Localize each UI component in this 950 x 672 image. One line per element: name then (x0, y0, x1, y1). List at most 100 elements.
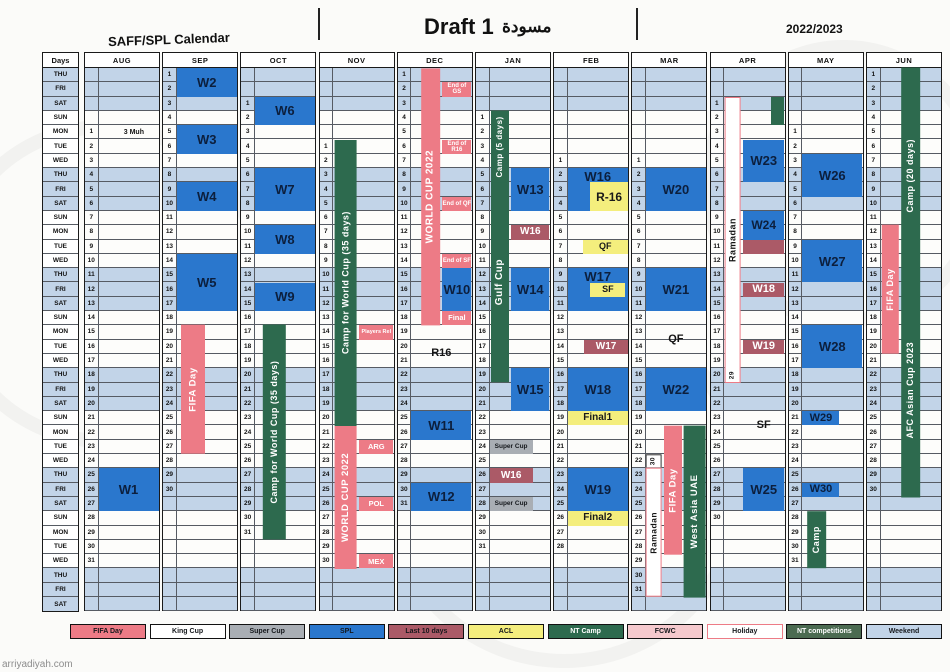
days-grid: THU FRI SAT SUN MON TUE WED THU FRI SAT SUN MON TUE W… (42, 68, 79, 613)
day-number: 19 (554, 411, 568, 425)
weekday-cell: SAT (43, 596, 78, 612)
day-row (163, 539, 238, 555)
day-event-cell (99, 139, 160, 152)
event-block: Final (442, 311, 472, 326)
day-row (397, 511, 472, 526)
day-row: 29 (85, 525, 159, 540)
weekday-cell: THU (43, 68, 78, 83)
day-row: 11 (163, 210, 238, 226)
day-row (476, 568, 550, 583)
day-event-cell (568, 154, 629, 167)
event-block: W6 (254, 96, 315, 126)
month-grid: 1 2 3 4 5 6 7 8 9 10 11 12 13 14 15 16 17 18 19 20 21 22 23 24 2… (866, 68, 942, 612)
day-number: 23 (711, 411, 725, 425)
day-number: 22 (85, 425, 99, 439)
event-block: POL (359, 497, 394, 512)
day-row: 28 (397, 454, 472, 469)
day-row: 5 (241, 153, 316, 169)
weekday-cell: MON (43, 526, 78, 540)
day-row: 1 (319, 139, 394, 154)
day-event-cell (802, 68, 863, 81)
day-row: 23 (476, 425, 550, 440)
event-strip: FIFA Day (663, 425, 682, 555)
month-grid: 1 2 3 4 5 6 7 8 9 10 11 12 13 14 15 16 17 18 19 20 21 22 23 24 2… (553, 68, 630, 612)
day-number: 5 (320, 196, 334, 210)
day-number: 4 (789, 168, 803, 182)
day-number: 7 (241, 182, 255, 196)
day-event-cell (881, 554, 942, 567)
month-grid: 1 2 3 4 5 6 7 8 9 10 11 12 13 14 15 16 17 18 19 20 21 22 23 24 2… (709, 68, 786, 612)
day-event-cell (568, 526, 629, 539)
day-row: 8 (476, 210, 550, 226)
event-strip: AFC Asian Cup 2023 (900, 282, 921, 497)
day-number: 5 (632, 210, 646, 225)
day-number: 11 (241, 239, 255, 253)
day-number: 18 (241, 339, 255, 353)
day-event-cell (177, 511, 238, 524)
day-event-cell (568, 254, 629, 267)
day-number: 10 (320, 268, 334, 282)
day-event-cell (724, 454, 785, 467)
day-row (397, 539, 472, 555)
day-row (554, 596, 629, 612)
day-row: 4 (476, 153, 550, 169)
day-number (163, 554, 177, 568)
day-row: 12 (85, 282, 159, 297)
day-number (789, 82, 803, 96)
day-row: 15 (85, 325, 159, 340)
day-row (241, 582, 316, 597)
day-event-cell (255, 583, 316, 596)
day-number: 24 (789, 454, 803, 468)
event-block: W26 (802, 153, 863, 197)
day-number: 27 (398, 439, 412, 454)
day-number: 10 (163, 196, 177, 210)
day-event-cell (99, 383, 160, 396)
event-block: W1 (98, 468, 159, 512)
event-block: W13 (511, 168, 550, 211)
day-row: 11 (319, 282, 394, 297)
month-grid: 1 2 3 4 5 6 7 8 9 10 11 12 13 14 15 16 17 18 19 20 21 22 23 24 2… (240, 68, 317, 612)
day-row: 8 (554, 253, 629, 269)
day-number: 28 (554, 539, 568, 554)
event-block: W11 (411, 411, 472, 440)
day-number: 5 (867, 125, 881, 139)
day-event-cell (99, 254, 160, 267)
day-event-cell (568, 97, 629, 110)
day-event-cell (333, 568, 394, 581)
day-number: 28 (476, 496, 490, 511)
weekday-cell: THU (43, 268, 78, 283)
day-number: 10 (554, 282, 568, 296)
day-number (554, 554, 568, 568)
day-event-cell (568, 540, 629, 553)
day-event-cell (411, 325, 472, 338)
day-row: 7 (710, 182, 785, 197)
day-number: 27 (85, 496, 99, 511)
day-row (163, 496, 238, 512)
day-number (867, 554, 881, 568)
day-number: 27 (241, 468, 255, 482)
day-event-cell (99, 297, 160, 310)
day-number: 25 (554, 496, 568, 511)
day-number: 25 (476, 454, 490, 468)
day-number: 18 (632, 396, 646, 411)
day-row (867, 582, 941, 597)
day-row: 9 (85, 239, 159, 254)
month-header: JAN (475, 52, 551, 68)
day-number: 6 (398, 139, 412, 153)
day-event-cell (177, 225, 238, 238)
day-number: 12 (241, 253, 255, 268)
day-number (867, 525, 881, 539)
day-event-cell (646, 211, 707, 224)
day-number: 30 (789, 539, 803, 554)
day-row: 17 (85, 353, 159, 369)
day-row: 6 (319, 210, 394, 226)
day-event-cell (568, 125, 629, 138)
event-strip: Camp (20 days) (900, 68, 921, 283)
day-row: 1 (476, 110, 550, 126)
days-header: Days (42, 52, 79, 68)
day-number: 5 (554, 210, 568, 225)
day-number (398, 596, 412, 611)
day-event-cell (490, 511, 551, 524)
day-row: 3 (710, 125, 785, 140)
day-event-cell (724, 511, 785, 524)
